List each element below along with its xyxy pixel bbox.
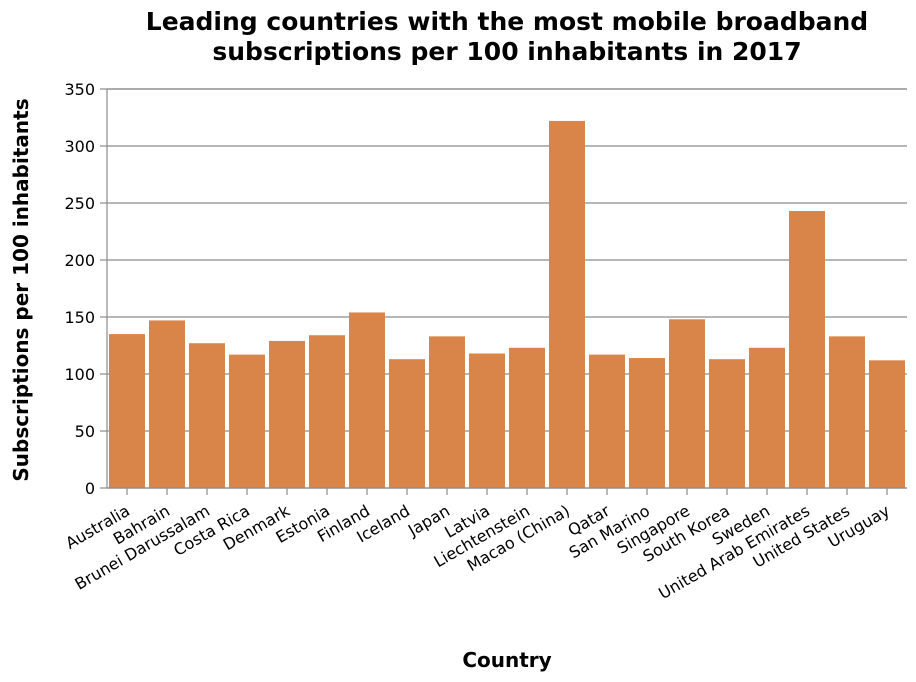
chart-title-line-2: subscriptions per 100 inhabitants in 201… — [212, 37, 801, 66]
bar — [429, 336, 465, 488]
y-axis-ticks: 0 50 100 150 200 250 300 350 — [64, 80, 107, 498]
bar — [869, 360, 905, 488]
y-tick-label: 350 — [64, 80, 95, 99]
plot-frame — [106, 88, 907, 489]
y-axis-label: Subscriptions per 100 inhabitants — [9, 98, 33, 481]
y-tick-label: 100 — [64, 365, 95, 384]
bar — [789, 210, 825, 489]
bar — [669, 319, 705, 488]
y-tick-label: 300 — [64, 137, 95, 156]
bar — [389, 359, 425, 488]
bar — [149, 320, 185, 488]
y-tick-label: 150 — [64, 308, 95, 327]
bar — [229, 354, 265, 488]
chart-title-line-1: Leading countries with the most mobile b… — [146, 7, 868, 36]
bar — [589, 354, 625, 488]
y-tick-label: 250 — [64, 194, 95, 213]
y-tick-label: 200 — [64, 251, 95, 270]
bar — [709, 359, 745, 488]
bar — [509, 347, 545, 488]
bar — [309, 335, 345, 488]
bar — [749, 347, 785, 488]
bar — [109, 334, 145, 488]
bar — [269, 340, 305, 488]
y-tick-label: 0 — [85, 479, 95, 498]
bar — [189, 343, 225, 488]
bars — [109, 120, 905, 489]
x-axis-label: Country — [462, 648, 551, 672]
y-tick-label: 50 — [75, 422, 95, 441]
bar — [549, 120, 585, 489]
gridlines — [107, 88, 907, 489]
bar — [349, 312, 385, 488]
bar — [829, 336, 865, 488]
bar — [469, 353, 505, 488]
bar — [629, 358, 665, 488]
